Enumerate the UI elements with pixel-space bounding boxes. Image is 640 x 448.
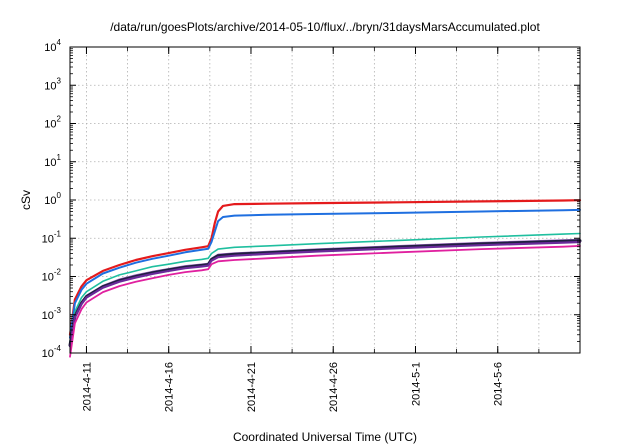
series-line <box>69 232 581 343</box>
series-line <box>68 240 582 348</box>
x-tick-label: 2014-5-6 <box>493 362 505 406</box>
x-tick-label: 2014-5-1 <box>410 362 422 406</box>
y-tick-label: 10-3 <box>42 306 62 322</box>
chart-title: /data/run/goesPlots/archive/2014-05-10/f… <box>110 20 540 34</box>
x-tick-label: 2014-4-16 <box>164 362 176 412</box>
y-axis-ticks: 10-4 10-3 10-2 10-1 100 101 102 103 104 <box>42 38 580 360</box>
y-tick-label: 101 <box>44 153 61 169</box>
series-line <box>69 208 581 339</box>
y-tick-label: 104 <box>44 38 61 54</box>
series-line <box>69 245 581 358</box>
y-tick-label: 10-2 <box>42 268 62 284</box>
x-tick-label: 2014-4-21 <box>246 362 258 412</box>
y-tick-label: 103 <box>44 76 61 92</box>
grid-lines <box>70 47 580 353</box>
x-tick-label: 2014-4-11 <box>81 362 93 411</box>
y-tick-label: 100 <box>44 191 61 207</box>
y-tick-label: 102 <box>44 115 61 131</box>
series-line <box>68 199 582 336</box>
y-tick-label: 10-4 <box>42 344 62 360</box>
x-axis-label: Coordinated Universal Time (UTC) <box>233 430 417 444</box>
y-tick-label: 10-1 <box>42 229 62 245</box>
x-axis-ticks: 2014-4-11 2014-4-16 2014-4-21 2014-4-26 2014… <box>81 47 540 412</box>
data-series <box>68 199 582 358</box>
x-tick-label: 2014-4-26 <box>328 362 340 412</box>
y-axis-label: cSv <box>19 190 33 210</box>
